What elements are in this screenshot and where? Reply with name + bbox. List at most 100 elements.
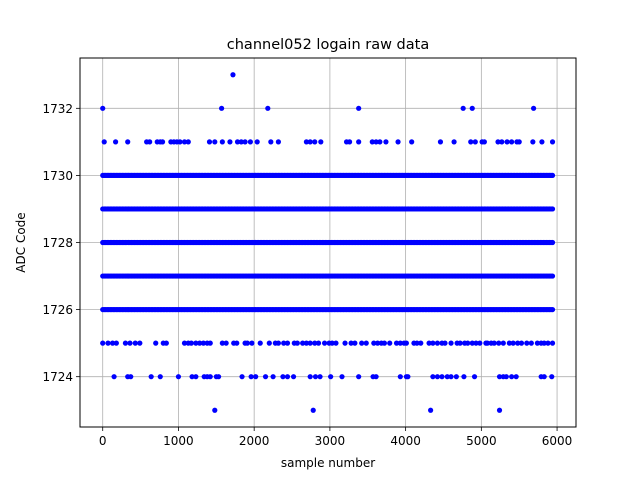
data-point <box>329 340 335 346</box>
data-point <box>284 374 291 380</box>
data-point <box>188 340 194 346</box>
data-point <box>147 139 153 145</box>
data-point <box>393 340 400 346</box>
data-point <box>113 340 119 346</box>
data-point <box>373 139 379 145</box>
data-point <box>549 273 556 279</box>
data-point <box>448 374 454 380</box>
data-point <box>434 374 441 380</box>
data-point <box>504 139 510 145</box>
data-point <box>193 340 199 346</box>
x-tick-label: 0 <box>99 434 107 448</box>
data-point <box>509 139 515 145</box>
data-point <box>207 340 213 346</box>
data-point <box>234 340 240 346</box>
data-point <box>524 340 530 346</box>
data-point <box>549 139 556 145</box>
data-point <box>101 139 107 145</box>
data-point <box>219 139 225 145</box>
data-point <box>509 374 515 380</box>
data-point <box>515 340 521 346</box>
data-point <box>545 340 551 346</box>
data-point <box>541 374 547 380</box>
data-point <box>312 340 318 346</box>
chart-title: channel052 logain raw data <box>227 37 429 53</box>
data-point <box>109 340 116 346</box>
y-tick-label: 1730 <box>42 169 73 183</box>
data-point <box>125 139 131 145</box>
data-point <box>530 139 536 145</box>
data-point <box>530 105 537 111</box>
data-point <box>122 340 129 346</box>
data-point <box>439 374 445 380</box>
data-point <box>105 340 111 346</box>
data-point <box>363 340 369 346</box>
data-point <box>303 139 310 145</box>
data-point <box>127 340 133 346</box>
data-point <box>477 340 483 346</box>
data-point <box>430 340 436 346</box>
data-point <box>317 374 323 380</box>
data-point <box>262 374 269 380</box>
data-point <box>181 340 188 346</box>
x-tick-label: 2000 <box>239 434 270 448</box>
data-point <box>193 374 199 380</box>
data-point <box>318 139 324 145</box>
data-point <box>471 374 478 380</box>
data-point <box>177 139 183 145</box>
data-point <box>219 105 225 111</box>
data-point <box>253 374 259 380</box>
x-tick-label: 5000 <box>466 434 497 448</box>
data-point <box>549 374 555 380</box>
data-point <box>219 340 225 346</box>
data-point <box>356 139 362 145</box>
data-point <box>312 374 319 380</box>
y-tick-label: 1726 <box>42 303 73 317</box>
data-point <box>377 139 383 145</box>
data-point <box>473 340 479 346</box>
x-axis-label: sample number <box>281 456 375 470</box>
data-point <box>373 374 379 380</box>
data-point <box>248 374 254 380</box>
axis-ticks: 0 1000 2000 3000 4000 5000 6000 1724 1726 1728 173… <box>42 102 572 448</box>
data-point <box>223 340 229 346</box>
x-tick-label: 4000 <box>390 434 421 448</box>
data-point <box>189 374 195 380</box>
data-point <box>307 139 313 145</box>
data-point <box>321 340 328 346</box>
data-point <box>100 105 106 111</box>
data-point <box>128 374 134 380</box>
data-point <box>265 105 271 111</box>
data-point <box>468 139 474 145</box>
data-point <box>275 340 281 346</box>
data-point <box>444 374 450 380</box>
data-point <box>294 340 300 346</box>
data-point <box>428 407 434 413</box>
data-point <box>112 139 119 145</box>
x-tick-label: 3000 <box>315 434 346 448</box>
data-point <box>434 340 441 346</box>
x-tick-label: 1000 <box>163 434 194 448</box>
data-point <box>510 340 516 346</box>
data-point <box>359 340 365 346</box>
data-point <box>437 139 444 145</box>
y-tick-label: 1732 <box>42 102 73 116</box>
data-point <box>348 340 354 346</box>
data-point <box>312 139 318 145</box>
data-point <box>472 139 478 145</box>
data-point <box>266 340 272 346</box>
data-point <box>418 340 424 346</box>
data-point <box>238 139 244 145</box>
data-point <box>111 374 117 380</box>
data-point <box>499 139 505 145</box>
data-point <box>469 340 475 346</box>
data-point <box>328 374 334 380</box>
data-point <box>503 374 509 380</box>
data-point <box>280 374 286 380</box>
data-point <box>100 340 106 346</box>
data-point <box>215 374 222 380</box>
data-point <box>448 340 454 346</box>
data-point <box>247 139 253 145</box>
data-point <box>307 340 313 346</box>
data-point <box>290 374 297 380</box>
